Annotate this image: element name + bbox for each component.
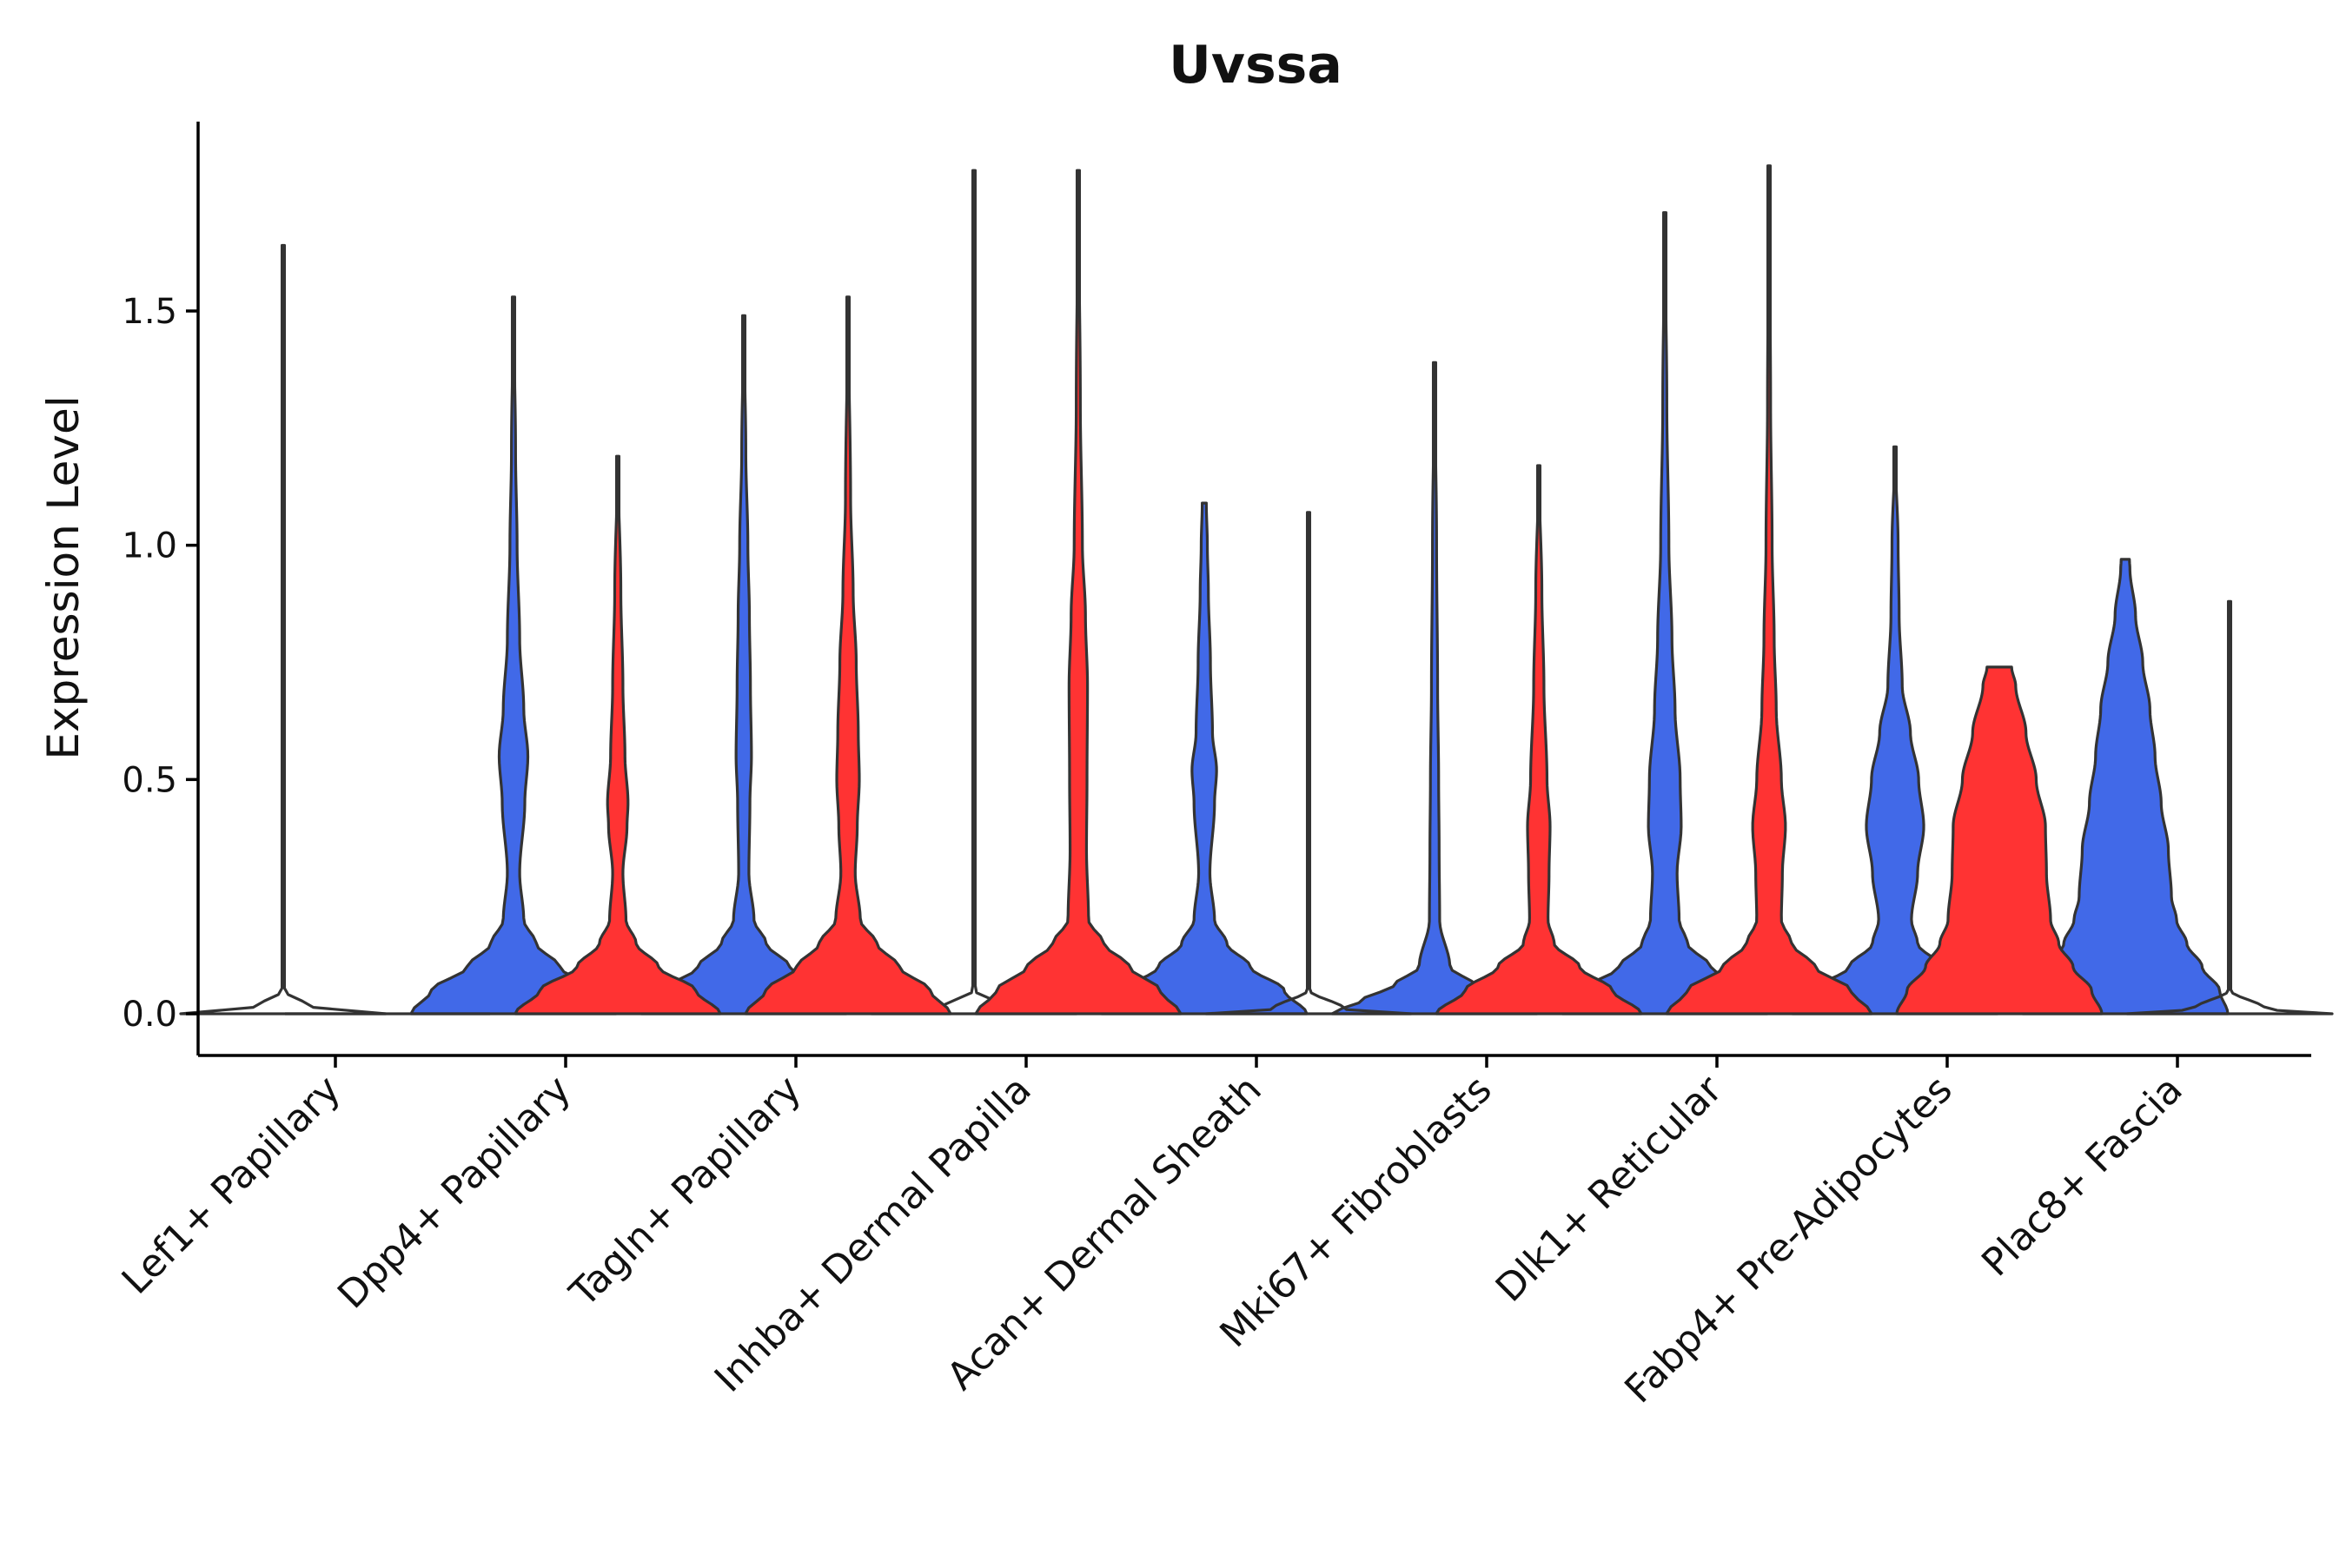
x-tick-label: Dlk1+ Reticular	[1488, 1067, 1732, 1311]
violin-group-2-3	[974, 169, 1183, 1016]
violin-group-1-6	[1561, 211, 1769, 1016]
y-tick-label: 0.0	[122, 995, 177, 1035]
violin-group-2-1	[514, 454, 722, 1016]
violin-group-1-0	[179, 243, 388, 1016]
violin-group-2-5	[1435, 464, 1643, 1016]
violin-group-1-5	[1330, 361, 1539, 1016]
y-tick-label: 0.5	[122, 760, 177, 800]
violin-group-2-6	[1665, 164, 1873, 1016]
violin-group-1-8	[2021, 558, 2230, 1016]
x-tick-label: Dpp4+ Papillary	[329, 1068, 580, 1318]
x-tick-label: Tagln+ Papillary	[561, 1068, 810, 1316]
violin-group-2-4	[1204, 511, 1413, 1016]
x-tick-label: Lef1+ Papillary	[114, 1068, 349, 1303]
y-axis-title: Expression Level	[38, 395, 89, 759]
violin-group-2-2	[744, 295, 952, 1016]
violin-group-1-2	[640, 314, 848, 1016]
violin-group-1-7	[1791, 445, 1999, 1016]
y-tick-label: 1.0	[122, 526, 177, 566]
violins-layer	[179, 164, 2334, 1016]
chart-title: Uvssa	[1169, 35, 1342, 96]
violin-group-1-3	[870, 169, 1078, 1016]
violin-group-1-4	[1100, 501, 1309, 1016]
violin-group-1-1	[409, 295, 618, 1016]
x-tick-label: Plac8+ Fascia	[1973, 1068, 2191, 1286]
violin-group-2-7	[1895, 665, 2104, 1016]
y-tick-label: 1.5	[122, 292, 177, 332]
violin-group-2-8	[2125, 599, 2334, 1016]
